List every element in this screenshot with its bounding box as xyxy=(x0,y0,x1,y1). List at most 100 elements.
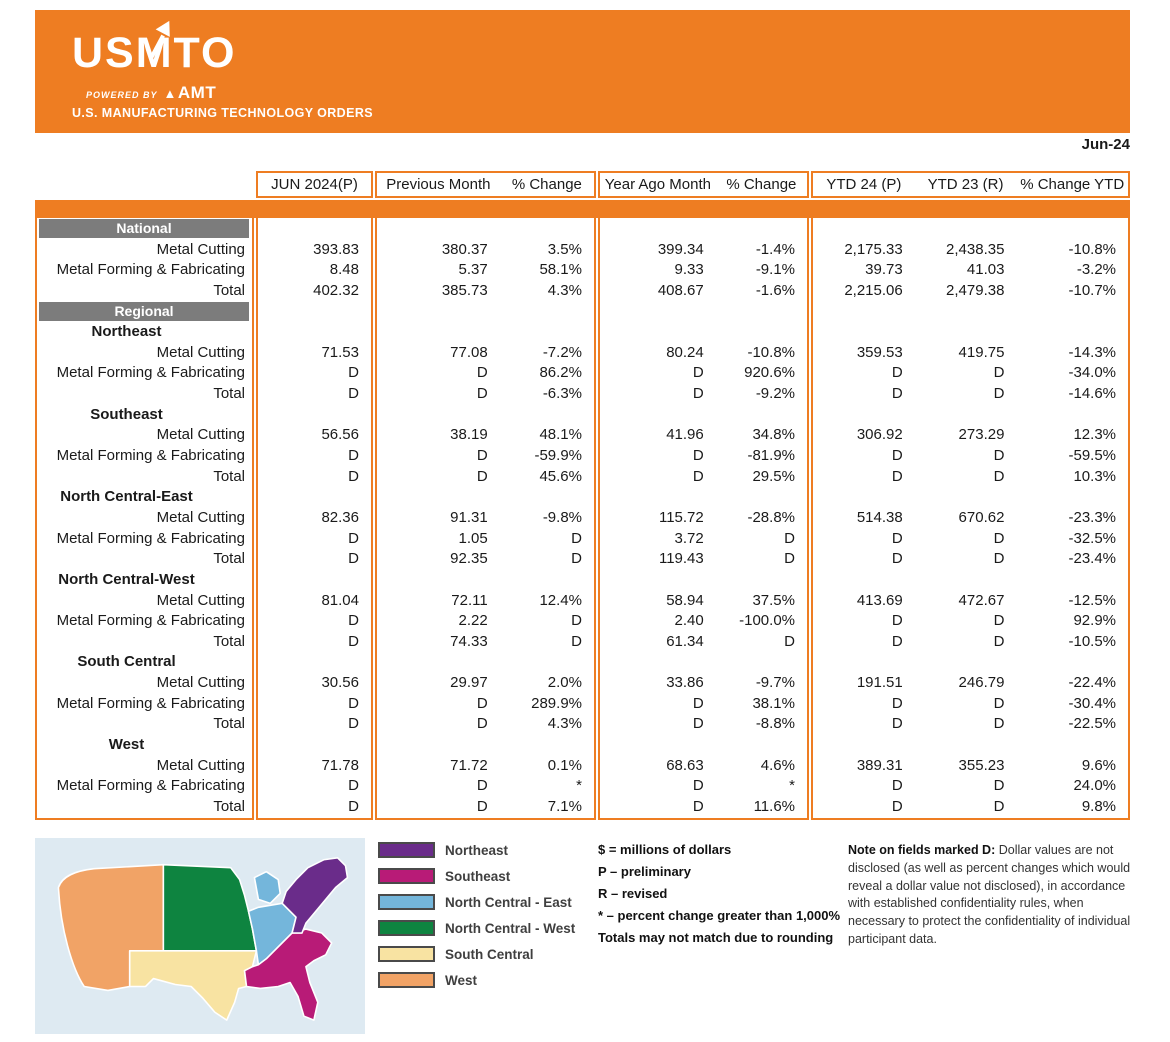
table-row: D D 10.3% xyxy=(813,467,1128,488)
value-cell xyxy=(600,302,716,323)
table-row xyxy=(377,487,594,508)
value-cell: D xyxy=(891,550,903,568)
value-cell xyxy=(377,405,500,426)
table-row: Total xyxy=(37,797,252,818)
value-cell xyxy=(258,302,371,323)
table-row xyxy=(377,302,594,323)
value-cell: -9.7% xyxy=(755,674,795,692)
row-label: Metal Cutting xyxy=(156,426,245,444)
value-cell xyxy=(600,322,716,343)
table-row: Total xyxy=(37,632,252,653)
row-label: Total xyxy=(213,281,245,299)
row-label: Metal Cutting xyxy=(156,591,245,609)
value-cell: D xyxy=(891,777,903,795)
region-header-label: South Central xyxy=(77,653,176,671)
legend-swatch-icon xyxy=(378,920,435,936)
value-cell: D xyxy=(891,385,903,403)
table-row: D * xyxy=(600,776,807,797)
row-label: Metal Cutting xyxy=(156,240,245,258)
value-cell xyxy=(813,570,915,591)
table-row xyxy=(600,302,807,323)
table-row xyxy=(813,735,1128,756)
value-cell: D xyxy=(993,385,1005,403)
table-row xyxy=(258,405,371,426)
value-cell: 71.53 xyxy=(321,343,359,361)
table-row: D D 24.0% xyxy=(813,776,1128,797)
value-cell: D xyxy=(348,447,359,465)
row-label: Total xyxy=(213,715,245,733)
row-label: Metal Forming & Fabricating xyxy=(56,612,245,630)
row-label: Total xyxy=(213,385,245,403)
region-header-label: West xyxy=(108,736,145,754)
value-cell: D xyxy=(476,467,488,485)
report-date: Jun-24 xyxy=(1081,136,1130,153)
table-row: 72.11 12.4% xyxy=(377,591,594,612)
value-cell: 24.0% xyxy=(1073,777,1117,795)
amt-brand: ▲AMT xyxy=(163,83,217,102)
value-cell: 9.33 xyxy=(674,261,704,279)
value-cell xyxy=(915,570,1017,591)
value-cell: -81.9% xyxy=(747,447,795,465)
table-row: Total xyxy=(37,467,252,488)
value-cell: D xyxy=(891,529,903,547)
value-cell: -10.8% xyxy=(1068,240,1117,258)
table-row: 402.32 xyxy=(258,281,371,302)
value-cell xyxy=(716,487,807,508)
value-cell xyxy=(600,735,716,756)
table-row: 38.19 48.1% xyxy=(377,425,594,446)
table-row: D xyxy=(258,384,371,405)
value-cell xyxy=(716,302,807,323)
table-row: D -9.2% xyxy=(600,384,807,405)
value-cell: 74.33 xyxy=(450,632,488,650)
powered-by-line: POWERED BY ▲AMT xyxy=(86,83,237,103)
table-row: D D 9.8% xyxy=(813,797,1128,818)
value-cell: 393.83 xyxy=(313,240,359,258)
report-subtitle: U.S. MANUFACTURING TECHNOLOGY ORDERS xyxy=(72,106,373,120)
footnotes: $ = millions of dollars P – preliminary … xyxy=(598,842,840,952)
region-header-label: Southeast xyxy=(90,405,163,423)
table-row: 393.83 xyxy=(258,240,371,261)
value-cell: -100.0% xyxy=(739,612,795,630)
map-legend: Northeast Southeast North Central - East No… xyxy=(378,842,575,998)
table-row xyxy=(377,322,594,343)
value-cell: 3.72 xyxy=(674,529,704,547)
value-cell: 413.69 xyxy=(856,591,903,609)
table-row: 399.34 -1.4% xyxy=(600,240,807,261)
column-group-header: YTD 24 (P) YTD 23 (R) % Change YTD xyxy=(811,171,1130,198)
table-row xyxy=(600,652,807,673)
table-row: 306.92 273.29 12.3% xyxy=(813,425,1128,446)
value-cell: D xyxy=(348,529,359,547)
table-row xyxy=(258,302,371,323)
value-cell: * xyxy=(789,777,795,795)
table-row: D xyxy=(258,714,371,735)
value-cell: 389.31 xyxy=(856,756,903,774)
table-row: West xyxy=(37,735,252,756)
value-cell: 38.1% xyxy=(752,694,795,712)
region-header-label: North Central-East xyxy=(60,488,193,506)
value-cell xyxy=(915,405,1017,426)
value-cell: D xyxy=(348,797,359,815)
table-row: Southeast xyxy=(37,405,252,426)
table-row xyxy=(600,487,807,508)
value-cell: 2,438.35 xyxy=(946,240,1005,258)
value-cell: -14.6% xyxy=(1068,385,1117,403)
table-row: D 4.3% xyxy=(377,714,594,735)
table-row: D xyxy=(258,467,371,488)
value-cell: 71.78 xyxy=(321,756,359,774)
table-row: 2,215.06 2,479.38 -10.7% xyxy=(813,281,1128,302)
value-cell: D xyxy=(692,467,704,485)
table-row: D -81.9% xyxy=(600,446,807,467)
value-cell: 38.19 xyxy=(450,426,488,444)
legend-label: North Central - East xyxy=(445,894,572,910)
header-banner: USMTO POWERED BY ▲AMT U.S. MANUFACTURING… xyxy=(35,10,1130,133)
row-label: Metal Cutting xyxy=(156,343,245,361)
value-cell: D xyxy=(891,612,903,630)
row-label: Total xyxy=(213,797,245,815)
value-cell xyxy=(500,302,594,323)
table-row xyxy=(377,405,594,426)
value-cell: D xyxy=(993,364,1005,382)
value-cell: 77.08 xyxy=(450,343,488,361)
value-cell xyxy=(377,322,500,343)
value-cell: -6.3% xyxy=(542,385,582,403)
table-row: Total xyxy=(37,714,252,735)
